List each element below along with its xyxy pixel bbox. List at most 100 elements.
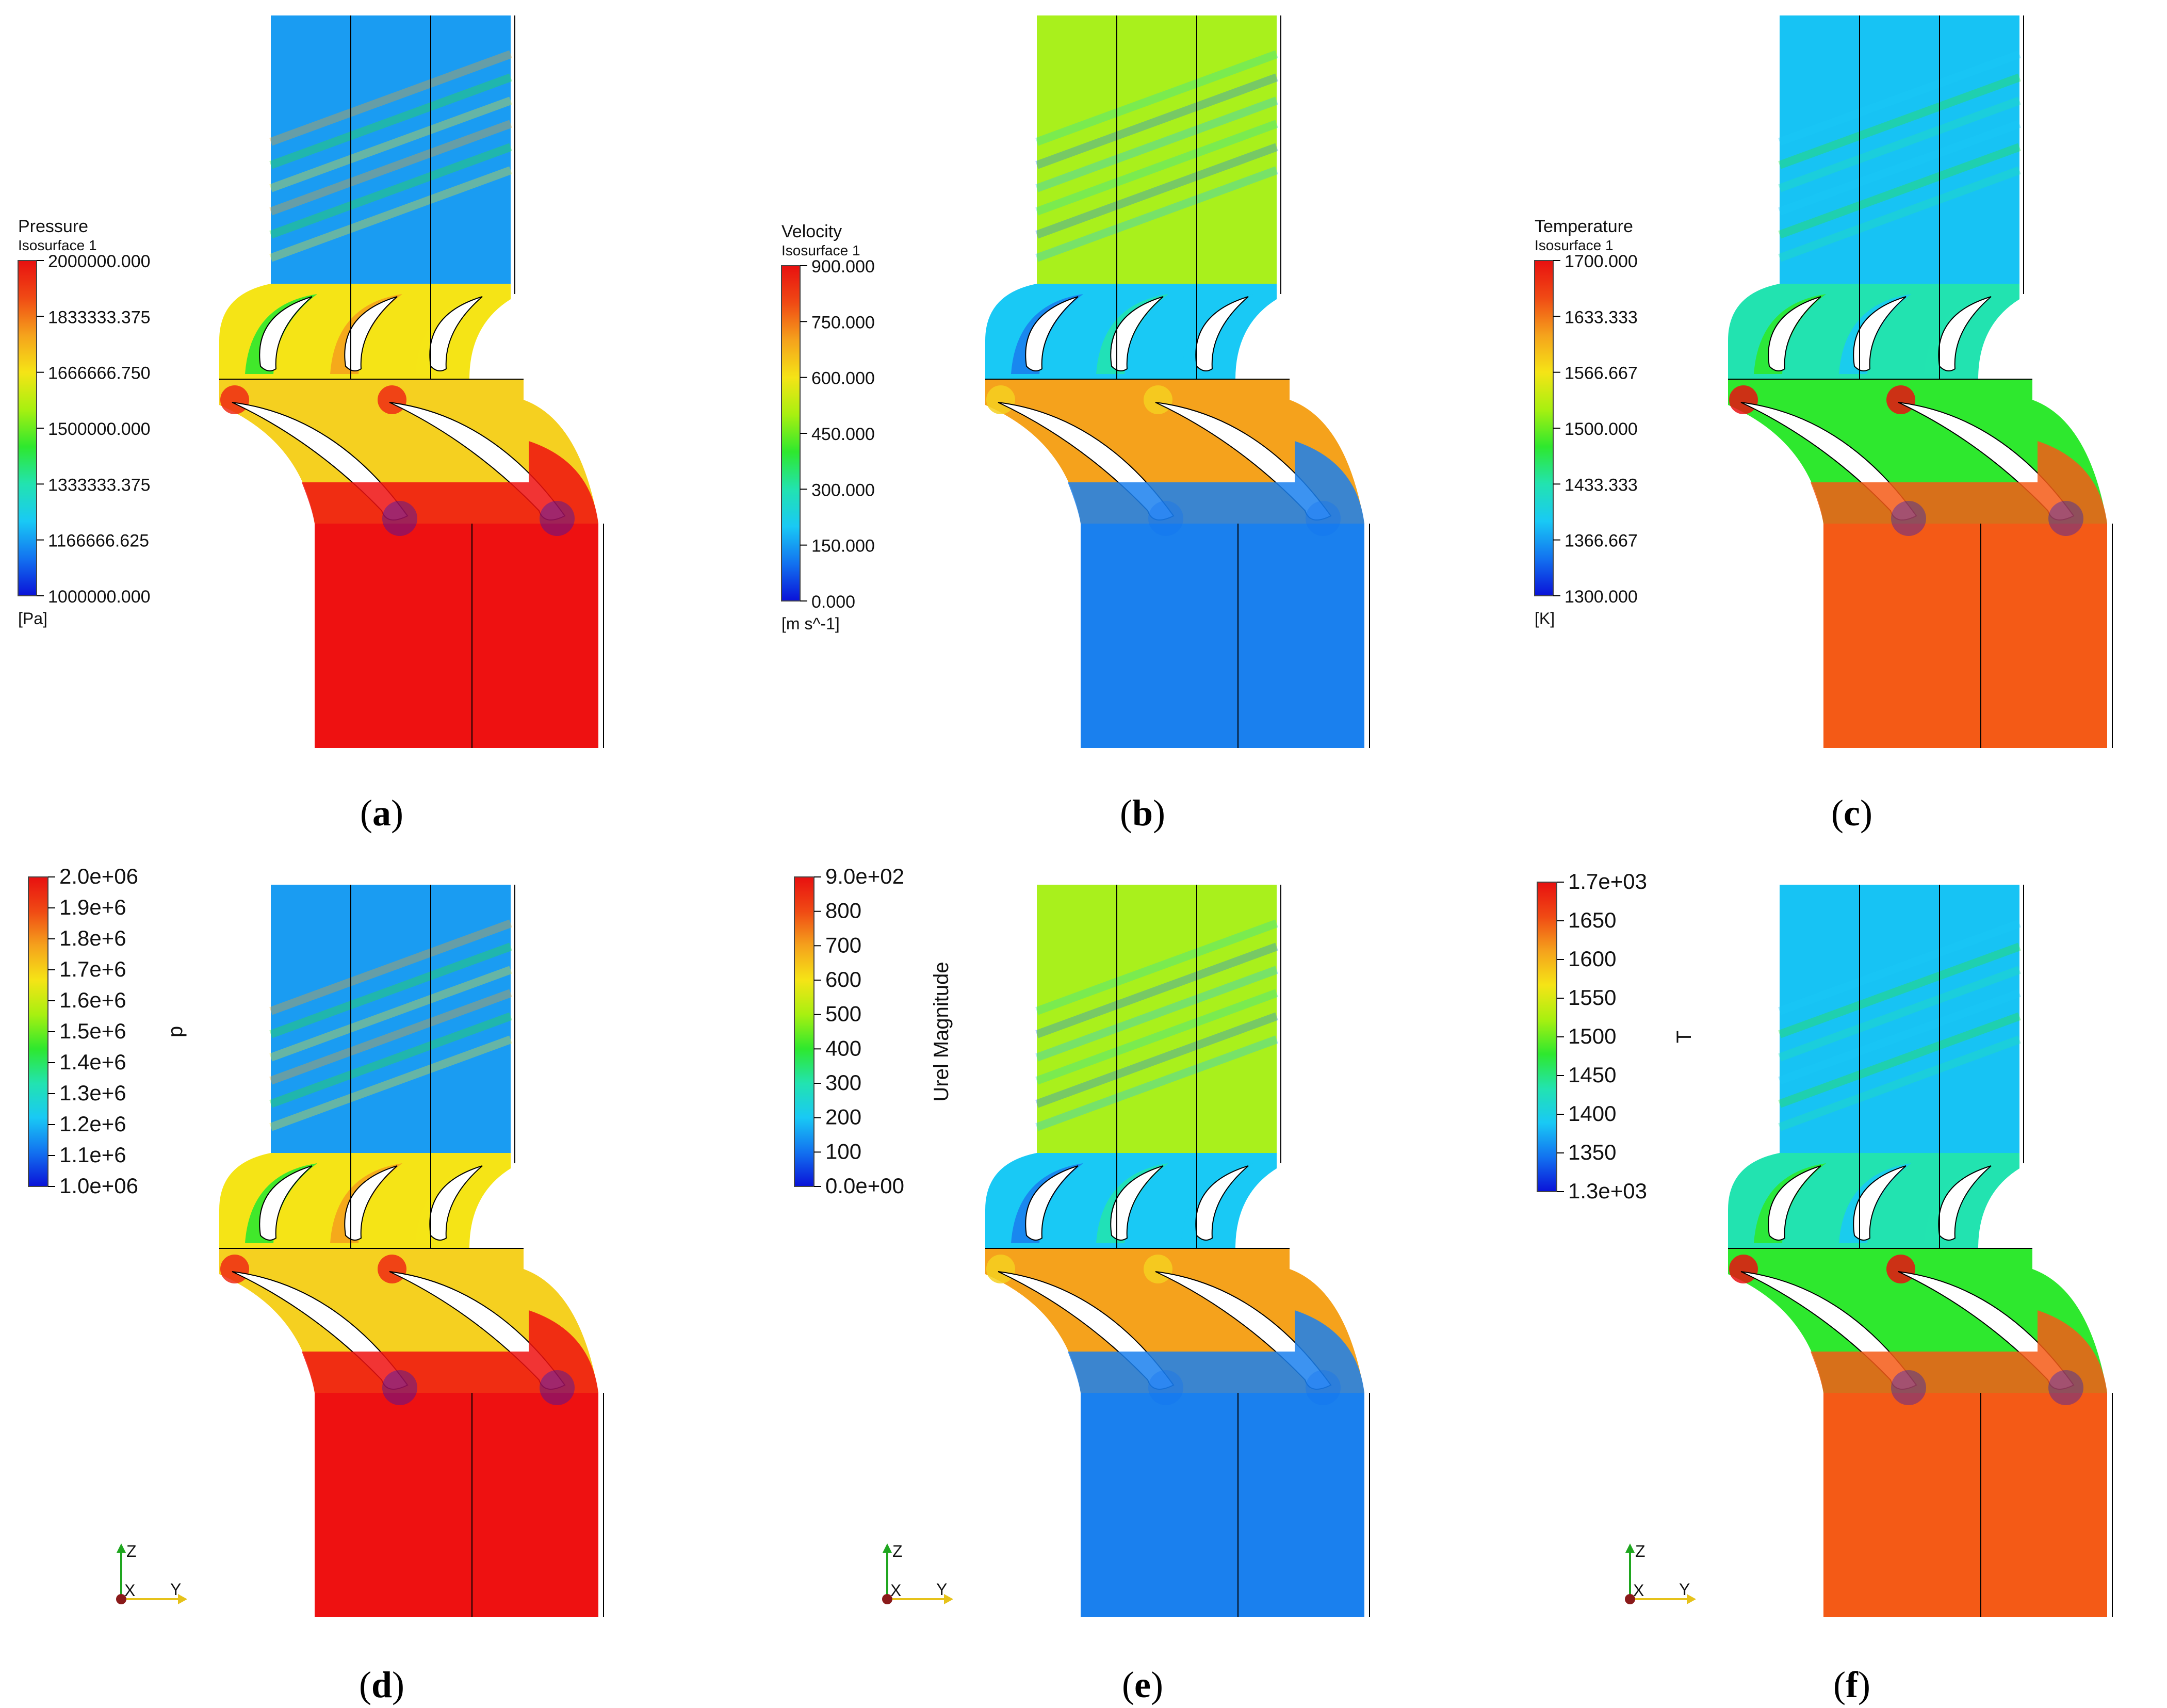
colorbar (18, 260, 37, 596)
trailing-edge-spot (1148, 1370, 1183, 1405)
trailing-edge-spot (540, 501, 575, 536)
colorbar (1534, 260, 1554, 596)
rotor-outflow (302, 441, 598, 524)
colorbar (781, 265, 801, 601)
colorbar-tick-label: 450.000 (811, 425, 875, 444)
subfigure-letter: f (1846, 1664, 1859, 1705)
triad-y-arrow (1687, 1594, 1696, 1604)
casing-outline (2023, 885, 2113, 1617)
leading-edge-spot (378, 1255, 406, 1283)
triad-y-arrow (944, 1594, 953, 1604)
contour-panel-e (985, 885, 1370, 1617)
wake-streak (1778, 1035, 2021, 1131)
triad-y-label: Y (170, 1580, 181, 1599)
casing-outline (1280, 15, 1370, 748)
contour-panel-c (1728, 15, 2113, 748)
colorbar (28, 876, 48, 1187)
wake-streak (269, 1035, 512, 1131)
colorbar-tick-label: 1.1e+6 (59, 1143, 126, 1167)
leading-edge-spot (986, 385, 1015, 414)
colorbar-tick-label: 1550 (1568, 985, 1616, 1010)
wake-streak (1778, 1012, 2021, 1108)
leading-edge-spot (986, 1255, 1015, 1283)
colorbar-tick-label: 1833333.375 (48, 307, 151, 327)
stator-blade (344, 1165, 398, 1241)
colorbar-tick-label: 1433.333 (1565, 475, 1638, 495)
trailing-edge-spot (2048, 501, 2083, 536)
wake-streak (1778, 942, 2021, 1038)
trailing-edge-spot (1306, 1370, 1341, 1405)
wake-streak (269, 989, 512, 1085)
inlet-region (1037, 15, 1277, 284)
legend-subtitle: Isosurface 1 (781, 242, 860, 258)
triad-origin (882, 1594, 892, 1604)
colorbar-tick-label: 1650 (1568, 908, 1616, 932)
leading-edge-spot (220, 385, 249, 414)
stator-blade (1853, 1165, 1907, 1241)
wake-streak (1035, 1012, 1278, 1108)
trailing-edge-spot (1891, 501, 1926, 536)
legend-subtitle: Isosurface 1 (18, 237, 97, 253)
leading-edge-spot (378, 385, 406, 414)
triad-origin (116, 1594, 126, 1604)
stator-blade (259, 1165, 313, 1241)
colorbar (794, 876, 814, 1187)
colorbar-tick-label: 0.0e+00 (825, 1174, 904, 1198)
colorbar-tick-label: 1000000.000 (48, 587, 151, 607)
leading-edge-spot (1144, 385, 1172, 414)
colorbar-tick-label: 1.0e+06 (59, 1174, 138, 1198)
leading-edge-spot (1886, 385, 1915, 414)
wake-streak (1778, 143, 2021, 239)
triad-y-arrow (178, 1594, 187, 1604)
wake-streak (269, 166, 512, 262)
subfigure-label: (a) (360, 792, 403, 834)
outlet-region (315, 524, 598, 748)
stator-blade (1938, 296, 1992, 371)
colorbar-tick-label: 1633.333 (1565, 307, 1638, 327)
wake-streak (269, 966, 512, 1062)
wake-streak (269, 96, 512, 192)
triad-x-label: X (890, 1581, 901, 1600)
inlet-region (1037, 885, 1277, 1153)
colorbar-tick-label: 1700.000 (1565, 252, 1638, 271)
legend-title: Velocity (781, 222, 842, 241)
wake-streak (1778, 50, 2021, 146)
subfigure-letter: c (1844, 792, 1860, 834)
trailing-edge-spot (382, 501, 417, 536)
subfigure-letter: a (372, 792, 391, 834)
colorbar-tick-label: 1.5e+6 (59, 1019, 126, 1043)
colorbar-tick-label: 9.0e+02 (825, 864, 904, 888)
colorbar-tick-label: 1.3e+6 (59, 1081, 126, 1105)
subfigure-letter: d (371, 1664, 392, 1705)
subfigure-label: (c) (1831, 792, 1872, 834)
legend-unit: [m s^-1] (781, 614, 840, 633)
rotor-outflow (1811, 441, 2107, 524)
colorbar-tick-label: 1666666.750 (48, 364, 151, 383)
legend-title: T (1673, 1031, 1696, 1043)
rotor-outflow (1068, 441, 1364, 524)
wake-streak (1035, 1035, 1278, 1131)
stator-blade (1195, 1165, 1249, 1241)
outlet-region (1823, 524, 2107, 748)
stator-blade (1768, 1165, 1821, 1241)
colorbar-tick-label: 1566.667 (1565, 364, 1638, 383)
colorbar-tick-label: 1500 (1568, 1024, 1616, 1048)
colorbar-tick-label: 1.2e+6 (59, 1112, 126, 1136)
colorbar-tick-label: 600 (825, 967, 861, 991)
colorbar-tick-label: 100 (825, 1139, 861, 1163)
contour-panel-f (1728, 885, 2113, 1617)
colorbar-tick-label: 1.7e+03 (1568, 869, 1647, 893)
colorbar-tick-label: 1333333.375 (48, 475, 151, 495)
subfigure-label: (b) (1120, 792, 1165, 834)
trailing-edge-spot (1148, 501, 1183, 536)
outlet-region (315, 1393, 598, 1617)
wake-streak (269, 50, 512, 146)
colorbar-tick-label: 800 (825, 899, 861, 923)
trailing-edge-spot (1306, 501, 1341, 536)
legend-title: Temperature (1535, 217, 1633, 236)
triad-x-label: X (124, 1581, 135, 1600)
colorbar-tick-label: 200 (825, 1105, 861, 1129)
colorbar-tick-label: 1166666.625 (48, 531, 149, 551)
legend-unit: [K] (1535, 609, 1555, 628)
